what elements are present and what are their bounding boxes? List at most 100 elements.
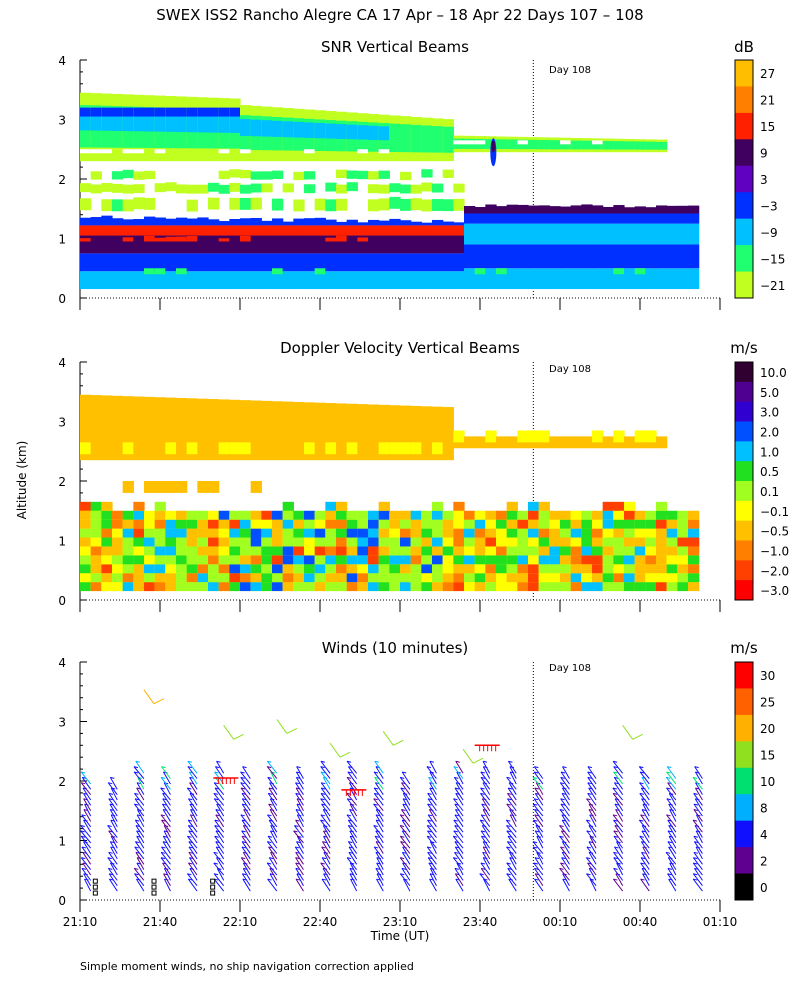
wind-barb-flag	[135, 841, 140, 844]
doppler-cell	[218, 564, 230, 574]
snr-cell	[154, 237, 166, 242]
wind-barb	[589, 836, 597, 849]
x-tick-label: 21:10	[63, 915, 98, 929]
snr-cell	[154, 107, 166, 117]
wind-barb	[692, 819, 703, 833]
snr-cell	[186, 199, 198, 212]
wind-barb-flag	[481, 803, 486, 806]
x-tick-label: 23:10	[383, 915, 418, 929]
doppler-cell	[538, 436, 550, 449]
snr-cell	[122, 237, 134, 242]
wind-barb-flag	[454, 787, 460, 790]
wind-barb	[80, 771, 92, 785]
snr-cell	[368, 171, 380, 180]
wind-barb-flag	[454, 851, 459, 854]
doppler-cell	[325, 546, 337, 556]
wind-profile	[346, 760, 358, 892]
doppler-cell	[272, 537, 284, 547]
wind-barb	[453, 798, 464, 812]
wind-barb	[296, 766, 304, 779]
snr-cell	[122, 169, 134, 179]
snr-cell	[229, 114, 241, 133]
doppler-cell	[506, 546, 518, 556]
snr-column	[144, 95, 156, 290]
wind-barb	[110, 862, 118, 876]
snr-column	[272, 107, 284, 290]
wind-barb	[375, 830, 384, 844]
wind-barb	[216, 803, 225, 817]
snr-cell	[538, 244, 550, 269]
doppler-cell	[570, 537, 582, 547]
snr-cell	[122, 219, 134, 226]
snr-cell	[453, 198, 465, 211]
doppler-cell	[506, 436, 518, 449]
colorbar-label: 2	[760, 854, 768, 868]
snr-cell	[645, 223, 657, 245]
doppler-cell	[549, 582, 561, 592]
snr-cell	[208, 219, 220, 226]
wind-barb-flag	[188, 819, 193, 822]
doppler-cell	[90, 395, 102, 461]
wind-barb	[268, 803, 278, 817]
doppler-cell	[410, 555, 422, 565]
snr-column	[570, 137, 582, 290]
doppler-cell	[325, 510, 337, 520]
wind-barb	[161, 803, 171, 817]
wind-barb-flag	[613, 819, 618, 822]
wind-barb	[346, 777, 358, 790]
snr-column	[517, 136, 529, 290]
doppler-cell	[517, 573, 529, 583]
wind-barb	[188, 771, 198, 785]
snr-gap	[218, 149, 230, 154]
doppler-cell	[634, 510, 646, 520]
wind-barb-flag	[400, 814, 405, 817]
snr-cell	[197, 184, 209, 194]
x-tick-label: 00:40	[623, 915, 658, 929]
doppler-cell	[400, 537, 412, 547]
wind-barb	[267, 835, 278, 849]
snr-cell	[357, 235, 369, 254]
wind-barb-flag	[640, 814, 645, 817]
doppler-cell	[474, 510, 486, 520]
doppler-cell	[282, 582, 294, 592]
doppler-column	[624, 436, 636, 592]
snr-cell	[218, 271, 230, 290]
wind-barb-flag	[532, 846, 538, 849]
wind-barb	[639, 782, 650, 796]
snr-cell	[410, 253, 422, 272]
wind-barb	[427, 798, 437, 812]
wind-barb	[241, 803, 251, 817]
wind-barb-flag	[321, 857, 327, 860]
wind-barb-flag	[295, 819, 300, 822]
wind-barb	[561, 787, 570, 801]
colorbar-label: 9	[760, 147, 768, 161]
wind-barb	[613, 819, 624, 833]
snr-cell	[410, 271, 422, 290]
wind-barb	[375, 852, 384, 865]
surface-marker	[92, 890, 98, 896]
doppler-cell	[197, 582, 209, 592]
wind-barb-flag	[268, 787, 274, 790]
wind-barb	[346, 760, 358, 774]
doppler-cell	[624, 519, 636, 529]
doppler-cell	[304, 528, 316, 538]
snr-cell	[485, 213, 497, 224]
wind-barb	[692, 777, 703, 790]
wind-barb	[640, 862, 650, 876]
wind-barb	[534, 787, 544, 801]
snr-cell	[90, 107, 102, 117]
wind-barb-flag	[693, 857, 698, 860]
doppler-cell	[218, 510, 230, 520]
doppler-cell	[656, 519, 668, 529]
snr-cell	[336, 124, 348, 139]
wind-barb-flag	[108, 867, 113, 870]
doppler-cell	[325, 582, 337, 592]
doppler-cell	[464, 582, 476, 592]
wind-barb	[613, 878, 624, 892]
doppler-cell	[80, 555, 92, 565]
snr-cell	[293, 199, 305, 212]
doppler-cell	[122, 519, 134, 529]
wind-barb-flag	[667, 873, 672, 876]
doppler-cell	[538, 528, 550, 538]
doppler-cell	[261, 400, 273, 461]
